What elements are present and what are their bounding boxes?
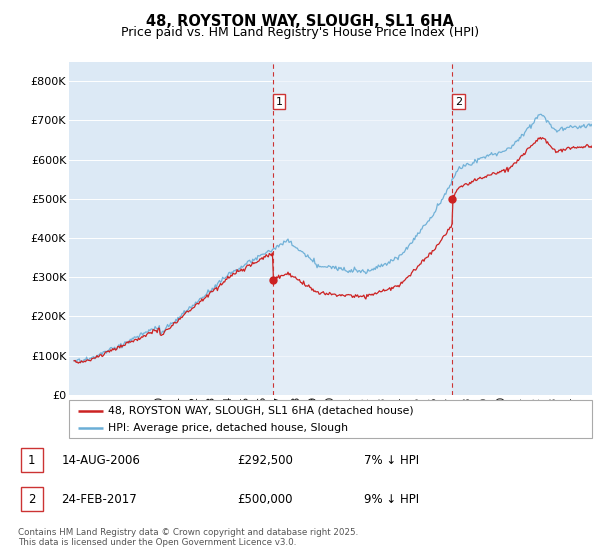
Text: 14-AUG-2006: 14-AUG-2006 (61, 454, 140, 467)
Text: 1: 1 (275, 96, 283, 106)
Text: 48, ROYSTON WAY, SLOUGH, SL1 6HA (detached house): 48, ROYSTON WAY, SLOUGH, SL1 6HA (detach… (108, 405, 414, 416)
FancyBboxPatch shape (21, 448, 43, 473)
FancyBboxPatch shape (69, 400, 592, 438)
Text: 24-FEB-2017: 24-FEB-2017 (61, 493, 137, 506)
Text: 2: 2 (28, 493, 35, 506)
Text: Price paid vs. HM Land Registry's House Price Index (HPI): Price paid vs. HM Land Registry's House … (121, 26, 479, 39)
Text: Contains HM Land Registry data © Crown copyright and database right 2025.
This d: Contains HM Land Registry data © Crown c… (18, 528, 358, 547)
FancyBboxPatch shape (21, 487, 43, 511)
Bar (273, 62, 452, 395)
Text: 9% ↓ HPI: 9% ↓ HPI (364, 493, 419, 506)
Text: 48, ROYSTON WAY, SLOUGH, SL1 6HA: 48, ROYSTON WAY, SLOUGH, SL1 6HA (146, 14, 454, 29)
Text: 1: 1 (28, 454, 35, 467)
Text: £292,500: £292,500 (237, 454, 293, 467)
Text: HPI: Average price, detached house, Slough: HPI: Average price, detached house, Slou… (108, 423, 348, 433)
Text: 7% ↓ HPI: 7% ↓ HPI (364, 454, 419, 467)
Text: £500,000: £500,000 (237, 493, 292, 506)
Text: 2: 2 (455, 96, 462, 106)
